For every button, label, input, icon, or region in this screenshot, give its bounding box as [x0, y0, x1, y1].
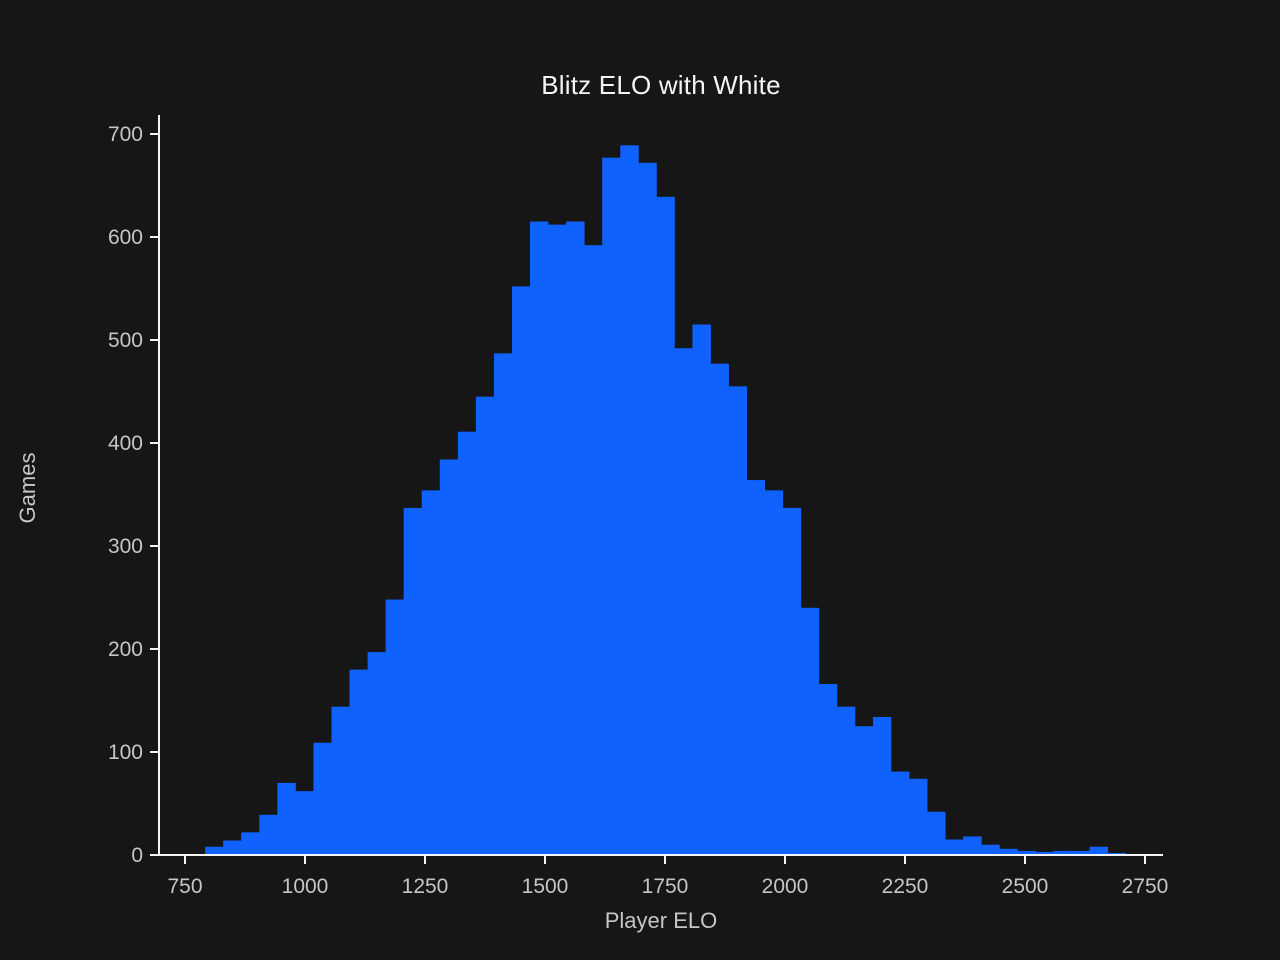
histogram-bar — [548, 224, 567, 855]
histogram-bar — [584, 245, 603, 856]
y-tick-label: 100 — [108, 741, 143, 764]
histogram-bar — [945, 839, 964, 855]
x-tick-label: 2000 — [762, 875, 809, 898]
y-tick-label: 700 — [108, 123, 143, 146]
histogram-bar — [1053, 850, 1072, 855]
x-tick-label: 1250 — [402, 875, 449, 898]
y-tick-label: 500 — [108, 329, 143, 352]
x-tick-label: 1500 — [522, 875, 569, 898]
histogram-bar — [241, 832, 260, 855]
x-tick-label: 1750 — [642, 875, 689, 898]
histogram-bar — [1107, 852, 1127, 855]
histogram-bar — [818, 684, 838, 855]
histogram-bar — [403, 507, 423, 855]
histogram-bar — [331, 706, 350, 855]
histogram-bar — [890, 771, 910, 855]
histogram-bar — [223, 840, 242, 855]
histogram-bar — [620, 145, 639, 855]
histogram-bar — [764, 490, 784, 855]
histogram-bar — [530, 221, 549, 856]
chart-title: Blitz ELO with White — [541, 70, 781, 100]
histogram-bar — [927, 811, 946, 855]
histogram-bar — [313, 742, 332, 855]
x-tick-label: 2500 — [1002, 875, 1049, 898]
histogram-bar — [1035, 851, 1054, 855]
histogram-bar — [367, 652, 387, 855]
histogram-bar — [277, 782, 296, 855]
histogram-bar — [836, 706, 856, 855]
histogram-bar — [295, 791, 314, 855]
histogram-bar — [475, 396, 495, 855]
histogram-bar — [511, 286, 531, 855]
y-tick-label: 400 — [108, 432, 143, 455]
y-tick-label: 300 — [108, 535, 143, 558]
histogram-bar — [349, 669, 368, 855]
x-axis-label: Player ELO — [604, 908, 718, 933]
x-tick-label: 750 — [167, 875, 202, 898]
histogram-bar — [746, 480, 766, 855]
histogram-bar — [385, 599, 405, 855]
y-tick-label: 600 — [108, 226, 143, 249]
histogram-bar — [259, 814, 278, 855]
histogram-bar — [800, 607, 820, 855]
histogram-bar — [674, 348, 693, 855]
histogram-bar — [963, 836, 982, 855]
histogram-bar — [872, 716, 892, 855]
histogram-bar — [909, 778, 928, 855]
histogram-bar — [656, 196, 675, 855]
histogram-bar — [1089, 846, 1108, 855]
histogram-bar — [1071, 850, 1090, 855]
histogram-bar — [692, 324, 711, 855]
histogram-bar — [1017, 850, 1036, 855]
x-tick-label: 2750 — [1122, 875, 1169, 898]
y-tick-label: 0 — [131, 844, 143, 867]
histogram-bar — [782, 507, 802, 855]
histogram-bar — [638, 162, 657, 856]
x-tick-label: 1000 — [282, 875, 329, 898]
histogram-bar — [710, 363, 729, 855]
histogram-bar — [457, 431, 477, 855]
histogram-bar — [205, 846, 224, 855]
histogram-bar — [421, 490, 441, 855]
histogram-bar — [566, 221, 585, 856]
histogram-bar — [854, 726, 874, 855]
histogram-bar — [493, 353, 513, 855]
histogram-bar — [728, 386, 747, 855]
x-tick-label: 2250 — [882, 875, 929, 898]
y-tick-label: 200 — [108, 638, 143, 661]
histogram-bar — [602, 157, 621, 855]
histogram-bar — [439, 459, 459, 855]
histogram-bar — [999, 848, 1018, 855]
histogram-bar — [981, 844, 1000, 855]
